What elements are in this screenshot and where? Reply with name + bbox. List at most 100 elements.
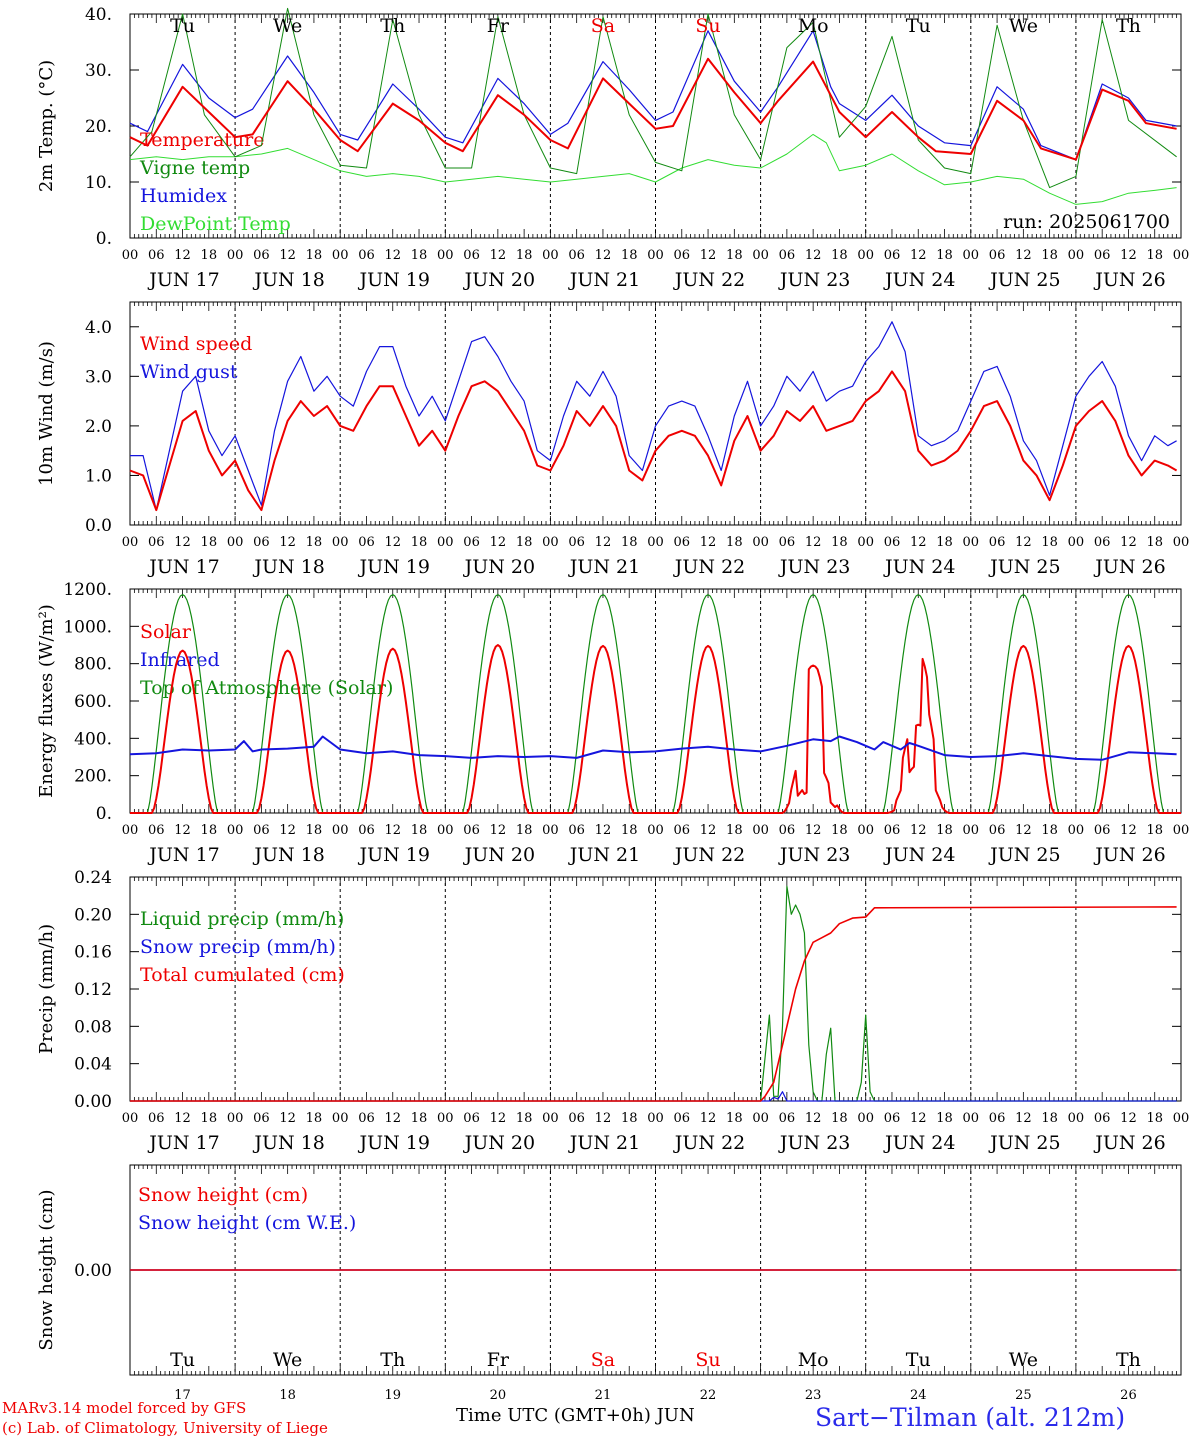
x-hour-label: 18 xyxy=(726,1111,743,1126)
x-hour-label: 00 xyxy=(332,248,349,263)
legend-entry: Vigne temp xyxy=(139,157,250,179)
x-hour-label: 18 xyxy=(1146,248,1163,263)
x-hour-label: 18 xyxy=(936,1111,953,1126)
x-hour-label: 12 xyxy=(279,823,296,838)
x-hour-label: 00 xyxy=(963,823,980,838)
x-hour-label: 18 xyxy=(516,535,533,550)
date-number-label: 24 xyxy=(910,1388,927,1403)
x-hour-label: 00 xyxy=(122,823,139,838)
y-axis-label: Precip (mm/h) xyxy=(36,924,57,1054)
x-hour-label: 12 xyxy=(279,535,296,550)
x-date-label: JUN 23 xyxy=(778,844,850,866)
legend-entry: Wind gust xyxy=(140,361,238,383)
x-hour-label: 00 xyxy=(227,535,244,550)
y-tick-label: 400. xyxy=(74,729,112,749)
day-name-label: Th xyxy=(1116,15,1141,37)
x-hour-label: 12 xyxy=(910,248,927,263)
x-hour-label: 00 xyxy=(542,1111,559,1126)
x-date-label: JUN 21 xyxy=(568,1132,640,1154)
x-hour-label: 18 xyxy=(306,535,323,550)
x-hour-label: 18 xyxy=(831,823,848,838)
x-hour-label: 12 xyxy=(490,823,507,838)
day-name-label: Mo xyxy=(798,15,829,37)
legend-entry: Snow height (cm W.E.) xyxy=(138,1212,356,1234)
y-tick-label: 800. xyxy=(74,655,112,675)
y-tick-label: 40. xyxy=(85,5,112,25)
x-date-label: JUN 23 xyxy=(778,1132,850,1154)
x-hour-label: 00 xyxy=(1173,1111,1190,1126)
y-tick-label: 200. xyxy=(74,767,112,787)
x-hour-label: 06 xyxy=(989,823,1006,838)
x-hour-label: 18 xyxy=(1041,535,1058,550)
y-tick-label: 20. xyxy=(85,117,112,137)
x-hour-label: 00 xyxy=(1068,248,1085,263)
x-hour-label: 12 xyxy=(1015,823,1032,838)
x-date-label: JUN 19 xyxy=(358,1132,430,1154)
x-hour-label: 18 xyxy=(516,248,533,263)
x-hour-label: 00 xyxy=(752,823,769,838)
legend-entry: Temperature xyxy=(140,129,264,151)
series-solar xyxy=(130,644,1181,814)
x-date-label: JUN 18 xyxy=(252,556,324,578)
series-humidex xyxy=(129,30,1177,161)
x-hour-label: 00 xyxy=(542,248,559,263)
x-date-label: JUN 22 xyxy=(673,1132,745,1154)
y-tick-label: 0.12 xyxy=(74,980,112,1000)
x-hour-label: 06 xyxy=(674,535,691,550)
x-hour-label: 18 xyxy=(516,1111,533,1126)
legend-entry: Infrared xyxy=(140,649,220,671)
x-hour-label: 18 xyxy=(411,535,428,550)
x-hour-label: 00 xyxy=(1068,1111,1085,1126)
x-hour-label: 00 xyxy=(752,535,769,550)
x-date-label: JUN 21 xyxy=(568,844,640,866)
x-hour-label: 12 xyxy=(384,823,401,838)
x-hour-label: 12 xyxy=(595,248,612,263)
x-hour-label: 00 xyxy=(647,823,664,838)
x-hour-label: 18 xyxy=(1041,248,1058,263)
x-hour-label: 12 xyxy=(1015,1111,1032,1126)
x-hour-label: 06 xyxy=(1094,248,1111,263)
x-hour-label: 12 xyxy=(700,248,717,263)
day-name-label: Sa xyxy=(591,1349,615,1371)
x-hour-label: 18 xyxy=(831,248,848,263)
x-hour-label: 12 xyxy=(1120,1111,1137,1126)
x-hour-label: 06 xyxy=(989,535,1006,550)
x-hour-label: 12 xyxy=(910,823,927,838)
x-date-label: JUN 20 xyxy=(463,1132,535,1154)
x-hour-label: 06 xyxy=(1094,823,1111,838)
legend-entry: DewPoint Temp xyxy=(140,213,291,235)
x-hour-label: 12 xyxy=(1120,535,1137,550)
x-hour-label: 12 xyxy=(174,248,191,263)
x-hour-label: 18 xyxy=(201,535,218,550)
x-hour-label: 06 xyxy=(463,1111,480,1126)
x-hour-label: 06 xyxy=(884,535,901,550)
x-hour-label: 12 xyxy=(595,1111,612,1126)
x-hour-label: 18 xyxy=(726,248,743,263)
x-hour-label: 18 xyxy=(306,1111,323,1126)
model-credit: MARv3.14 model forced by GFS xyxy=(2,1399,247,1417)
y-axis-label: 2m Temp. (°C) xyxy=(36,60,57,192)
day-name-label: We xyxy=(1009,15,1038,37)
day-name-label: We xyxy=(273,1349,302,1371)
x-hour-label: 06 xyxy=(358,248,375,263)
panel-2: 0.0 1.0 2.0 3.0 4.0 10m Wind (m/s) 00 06 12 18 00 0… xyxy=(36,301,1190,578)
x-hour-label: 00 xyxy=(647,535,664,550)
x-hour-label: 18 xyxy=(306,823,323,838)
y-tick-label: 0.0 xyxy=(85,516,112,536)
x-hour-label: 12 xyxy=(595,535,612,550)
x-hour-label: 18 xyxy=(936,535,953,550)
x-hour-label: 06 xyxy=(568,535,585,550)
x-hour-label: 12 xyxy=(595,823,612,838)
x-hour-label: 12 xyxy=(805,248,822,263)
x-hour-label: 00 xyxy=(1068,823,1085,838)
x-date-label: JUN 26 xyxy=(1093,269,1165,291)
x-hour-label: 06 xyxy=(779,535,796,550)
x-hour-label: 06 xyxy=(148,823,165,838)
date-number-label: 26 xyxy=(1120,1388,1137,1403)
day-name-label: Mo xyxy=(798,1349,829,1371)
y-tick-label: 30. xyxy=(85,61,112,81)
x-hour-label: 06 xyxy=(148,248,165,263)
x-date-label: JUN 23 xyxy=(778,269,850,291)
x-hour-label: 00 xyxy=(1173,535,1190,550)
date-number-label: 20 xyxy=(490,1388,507,1403)
